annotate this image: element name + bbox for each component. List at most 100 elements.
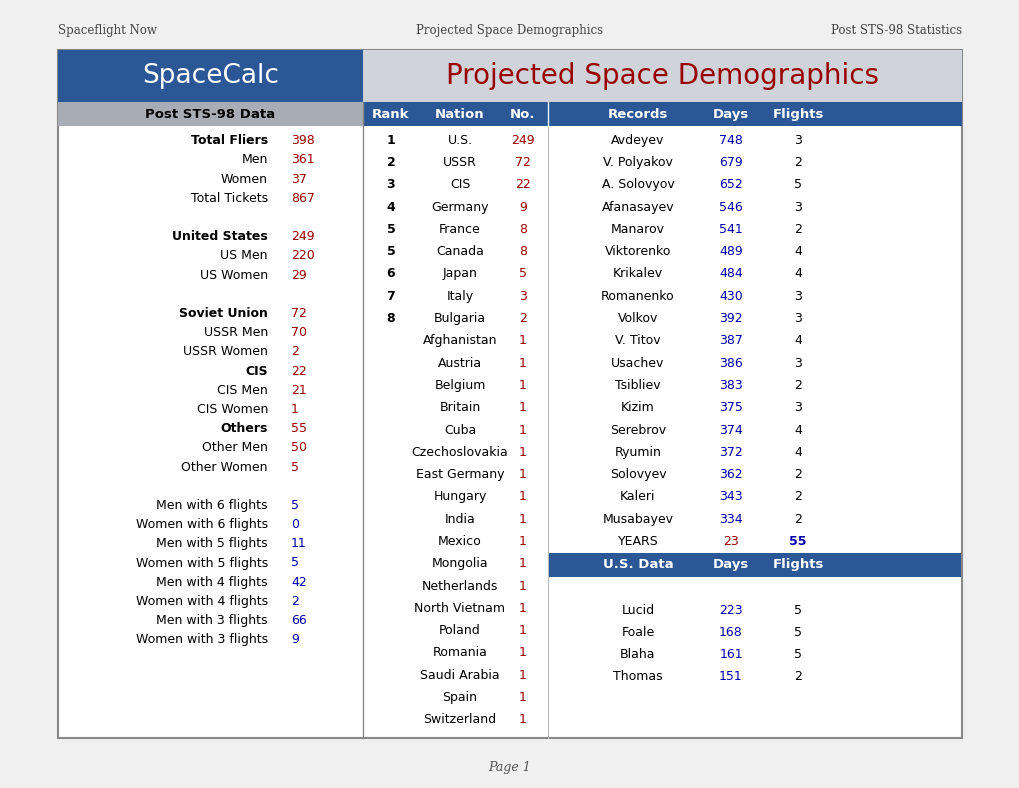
Text: 2: 2 [793,379,801,392]
Text: Solovyev: Solovyev [609,468,665,481]
Text: 3: 3 [519,290,527,303]
Text: 386: 386 [718,357,742,370]
Bar [58,50,363,102]
Text: 1: 1 [519,423,527,437]
Text: USSR: USSR [442,156,477,169]
Text: 249: 249 [511,134,534,147]
Text: Poland: Poland [439,624,480,637]
Text: Musabayev: Musabayev [602,513,673,526]
Text: Saudi Arabia: Saudi Arabia [420,669,499,682]
Text: 383: 383 [718,379,742,392]
Text: 6: 6 [386,267,395,281]
Text: Projected Space Demographics: Projected Space Demographics [416,24,603,36]
Text: 2: 2 [519,312,527,325]
Text: US Women: US Women [200,269,268,281]
Text: 1: 1 [519,691,527,704]
Text: Netherlands: Netherlands [422,580,497,593]
Text: CIS Men: CIS Men [217,384,268,396]
Text: USSR Men: USSR Men [204,326,268,339]
Text: 1: 1 [519,535,527,548]
Text: A. Solovyov: A. Solovyov [601,178,674,191]
Text: 343: 343 [718,490,742,504]
Text: Spaceflight Now: Spaceflight Now [58,24,157,36]
Text: Mexico: Mexico [438,535,481,548]
Text: Other Women: Other Women [181,460,268,474]
Text: 5: 5 [793,649,801,661]
Text: 1: 1 [519,669,527,682]
Text: Women with 6 flights: Women with 6 flights [136,518,268,531]
Text: 37: 37 [290,173,307,185]
Text: Women: Women [221,173,268,185]
Text: CIS: CIS [246,365,268,377]
Text: Flights: Flights [771,558,823,571]
Text: Page 1: Page 1 [488,761,531,775]
Text: 223: 223 [718,604,742,616]
Text: 1: 1 [519,334,527,348]
Text: 5: 5 [290,499,299,512]
Text: V. Polyakov: V. Polyakov [602,156,673,169]
Text: 220: 220 [290,249,315,262]
Text: Switzerland: Switzerland [423,713,496,727]
Text: 151: 151 [718,671,742,683]
Text: Bulgaria: Bulgaria [433,312,486,325]
Text: 1: 1 [519,602,527,615]
Text: Rank: Rank [372,107,410,121]
Text: 11: 11 [290,537,307,550]
Text: U.S.: U.S. [447,134,472,147]
Text: 374: 374 [718,423,742,437]
Text: Kaleri: Kaleri [620,490,655,504]
Text: 42: 42 [290,576,307,589]
Bar [363,102,961,126]
Text: Viktorenko: Viktorenko [604,245,671,258]
Text: 3: 3 [793,357,801,370]
Text: 5: 5 [290,460,299,474]
Text: No.: No. [510,107,535,121]
Text: Afanasayev: Afanasayev [601,200,674,214]
Text: 7: 7 [386,290,395,303]
Text: Italy: Italy [446,290,473,303]
Text: Britain: Britain [439,401,480,414]
Text: 8: 8 [519,223,527,236]
Text: 484: 484 [718,267,742,281]
Text: 161: 161 [718,649,742,661]
Text: U.S. Data: U.S. Data [602,558,673,571]
Text: 334: 334 [718,513,742,526]
Text: 8: 8 [386,312,395,325]
Text: Soviet Union: Soviet Union [179,307,268,320]
Text: Men with 6 flights: Men with 6 flights [156,499,268,512]
Text: 1: 1 [519,713,527,727]
Text: Post STS-98 Data: Post STS-98 Data [146,107,275,121]
Text: 4: 4 [793,245,801,258]
Text: 398: 398 [290,134,315,147]
Text: Ryumin: Ryumin [614,446,660,459]
Text: 1: 1 [519,490,527,504]
Text: 4: 4 [793,334,801,348]
Text: Projected Space Demographics: Projected Space Demographics [445,62,878,90]
Text: 387: 387 [718,334,742,348]
Text: 2: 2 [793,513,801,526]
Text: Men: Men [242,154,268,166]
Text: Volkov: Volkov [618,312,657,325]
Text: 5: 5 [793,178,801,191]
Text: 679: 679 [718,156,742,169]
Text: 546: 546 [718,200,742,214]
Text: 1: 1 [290,403,299,416]
Text: 72: 72 [515,156,531,169]
Text: Other Men: Other Men [202,441,268,455]
Text: V. Titov: V. Titov [614,334,660,348]
Text: 3: 3 [793,401,801,414]
Text: Germany: Germany [431,200,488,214]
Text: Nation: Nation [435,107,484,121]
Text: 375: 375 [718,401,742,414]
Text: Avdeyev: Avdeyev [610,134,664,147]
Text: Total Tickets: Total Tickets [191,191,268,205]
Text: 430: 430 [718,290,742,303]
Bar [548,552,960,577]
Text: Japan: Japan [442,267,477,281]
Bar [58,102,363,126]
Text: CIS: CIS [449,178,470,191]
Text: Others: Others [220,422,268,435]
Text: 22: 22 [515,178,530,191]
Text: France: France [439,223,480,236]
Text: 748: 748 [718,134,742,147]
